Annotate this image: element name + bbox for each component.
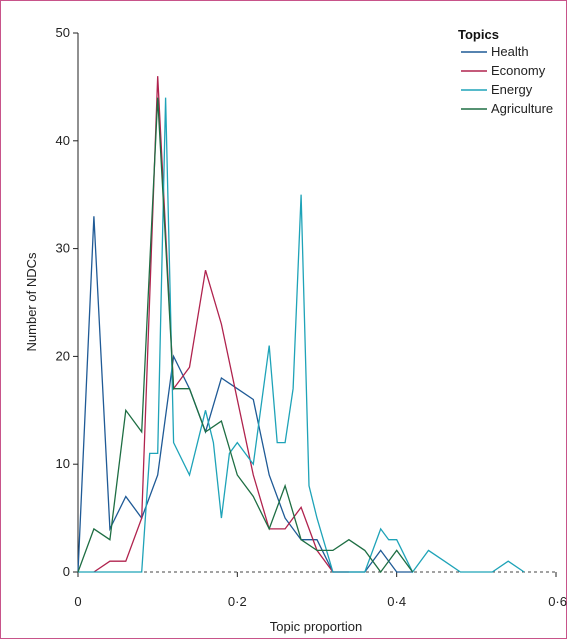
y-axis-title: Number of NDCs bbox=[24, 252, 39, 351]
plot-area bbox=[77, 76, 525, 574]
legend: Topics Health Economy Energy Agriculture bbox=[458, 27, 553, 116]
legend-label-economy: Economy bbox=[491, 63, 546, 78]
y-tick-label: 10 bbox=[56, 456, 70, 471]
series-line-agriculture bbox=[77, 97, 414, 574]
axes: 0 10 20 30 40 50 0 0·2 0·4 0·6 bbox=[56, 25, 567, 609]
y-tick-label: 20 bbox=[56, 348, 70, 363]
series-line-energy bbox=[78, 97, 525, 574]
series-line-health bbox=[77, 216, 413, 573]
legend-label-energy: Energy bbox=[491, 82, 533, 97]
x-axis-title: Topic proportion bbox=[270, 619, 363, 634]
x-tick-label: 0 bbox=[74, 594, 81, 609]
y-tick-label: 0 bbox=[63, 564, 70, 579]
y-tick-label: 40 bbox=[56, 133, 70, 148]
x-tick-label: 0·4 bbox=[387, 594, 406, 609]
x-tick-label: 0·6 bbox=[548, 594, 567, 609]
legend-title: Topics bbox=[458, 27, 499, 42]
legend-label-health: Health bbox=[491, 44, 529, 59]
legend-label-agriculture: Agriculture bbox=[491, 101, 553, 116]
series-line-economy bbox=[93, 76, 349, 573]
x-tick-label: 0·2 bbox=[228, 594, 247, 609]
y-tick-label: 30 bbox=[56, 241, 70, 256]
y-tick-label: 50 bbox=[56, 25, 70, 40]
